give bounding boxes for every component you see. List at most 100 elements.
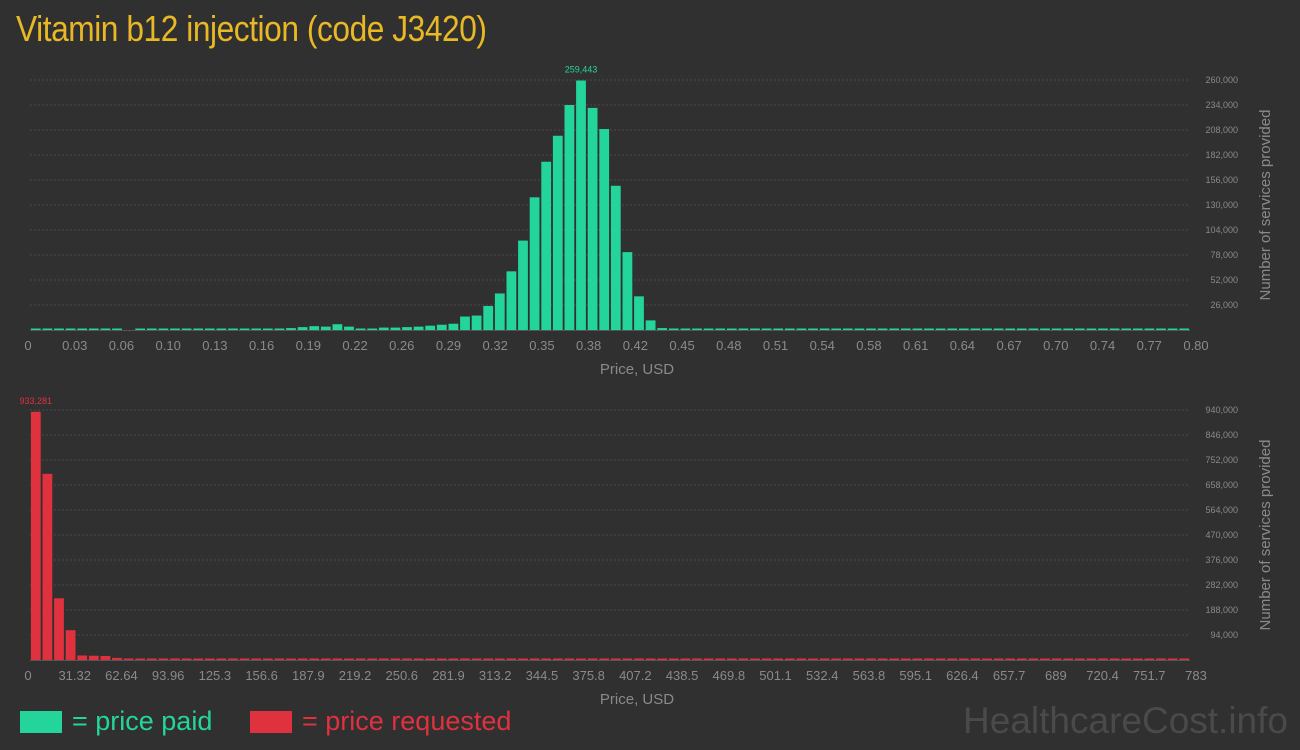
- bar: [158, 658, 169, 660]
- bar: [54, 328, 64, 330]
- bar: [819, 658, 830, 660]
- bar: [483, 305, 494, 330]
- bar: [854, 658, 865, 660]
- x-tick-label: 93.96: [152, 668, 185, 683]
- x-tick-label: 501.1: [759, 668, 792, 683]
- bar: [344, 658, 354, 660]
- bar: [158, 328, 169, 330]
- bar: [1005, 658, 1016, 660]
- y-tick-label: 26,000: [1210, 300, 1238, 310]
- x-tick-label: 0.13: [202, 338, 227, 353]
- bar: [831, 328, 842, 330]
- x-tick-label: 0.03: [62, 338, 87, 353]
- bar: [889, 328, 900, 330]
- x-tick-label: 469.8: [713, 668, 746, 683]
- bar: [1132, 658, 1143, 660]
- y-tick-label: 130,000: [1205, 200, 1238, 210]
- bar: [912, 658, 923, 660]
- bar: [819, 328, 830, 330]
- bar: [309, 326, 320, 330]
- bar: [494, 293, 505, 330]
- x-tick-label: 250.6: [385, 668, 418, 683]
- legend-item-price-requested: = price requested: [250, 706, 511, 737]
- bar: [947, 328, 958, 330]
- bar: [378, 658, 389, 660]
- bar: [726, 328, 737, 330]
- x-tick-label: 532.4: [806, 668, 839, 683]
- x-tick-label: 0: [24, 668, 31, 683]
- x-tick-label: 626.4: [946, 668, 979, 683]
- y-tick-label: 846,000: [1205, 430, 1238, 440]
- bar: [448, 323, 459, 330]
- y-tick-label: 104,000: [1205, 225, 1238, 235]
- bar: [668, 658, 679, 660]
- bar: [1040, 328, 1050, 330]
- y-tick-label: 658,000: [1205, 480, 1238, 490]
- x-tick-label: 720.4: [1086, 668, 1119, 683]
- bar: [703, 658, 714, 660]
- x-tick-label: 438.5: [666, 668, 699, 683]
- bar: [576, 80, 586, 330]
- bar: [413, 326, 424, 330]
- bar: [715, 658, 726, 660]
- bar: [123, 658, 134, 660]
- bar: [181, 328, 192, 330]
- bar: [576, 658, 586, 660]
- bar: [889, 658, 900, 660]
- x-tick-label: 281.9: [432, 668, 465, 683]
- bar: [1121, 658, 1132, 660]
- bar: [645, 658, 656, 660]
- bar: [355, 328, 366, 330]
- bar: [947, 658, 958, 660]
- price-requested-swatch: [250, 710, 292, 733]
- bar: [1167, 658, 1178, 660]
- x-tick-label: 219.2: [339, 668, 372, 683]
- bar: [170, 328, 180, 330]
- x-tick-label: 0.19: [296, 338, 321, 353]
- bar: [1156, 328, 1166, 330]
- bar: [796, 328, 807, 330]
- bar: [750, 328, 760, 330]
- bar: [309, 658, 320, 660]
- bar: [866, 658, 876, 660]
- bar: [726, 658, 737, 660]
- bar: [436, 658, 447, 660]
- bar: [518, 658, 528, 660]
- bar: [65, 328, 76, 330]
- y-tick-label: 260,000: [1205, 75, 1238, 85]
- bar: [1074, 328, 1085, 330]
- x-tick-label: 689: [1045, 668, 1067, 683]
- bar: [297, 327, 308, 330]
- bar: [228, 328, 238, 330]
- bar: [1167, 328, 1178, 330]
- y-tick-label: 282,000: [1205, 580, 1238, 590]
- y-tick-label: 156,000: [1205, 175, 1238, 185]
- bar: [993, 658, 1004, 660]
- bar: [808, 658, 818, 660]
- bar: [645, 320, 656, 330]
- bar: [42, 473, 53, 660]
- x-tick-label: 375.8: [572, 668, 605, 683]
- x-tick-label: 0.74: [1090, 338, 1115, 353]
- bar: [599, 658, 610, 660]
- x-tick-label: 187.9: [292, 668, 325, 683]
- bar: [529, 658, 540, 660]
- bar: [448, 658, 459, 660]
- bar: [1074, 658, 1085, 660]
- bar: [460, 316, 470, 330]
- bar: [1098, 658, 1108, 660]
- peak-data-label: 259,443: [565, 65, 598, 75]
- bar: [170, 658, 180, 660]
- x-tick-label: 0: [24, 338, 31, 353]
- bar: [1063, 328, 1074, 330]
- bar: [518, 240, 528, 330]
- bar: [297, 658, 308, 660]
- bar: [262, 328, 273, 330]
- x-tick-label: 0.70: [1043, 338, 1068, 353]
- bar: [958, 658, 969, 660]
- x-tick-label: 0.38: [576, 338, 601, 353]
- bar: [367, 328, 378, 330]
- bar: [146, 658, 157, 660]
- bar: [1098, 328, 1108, 330]
- bar: [610, 185, 621, 330]
